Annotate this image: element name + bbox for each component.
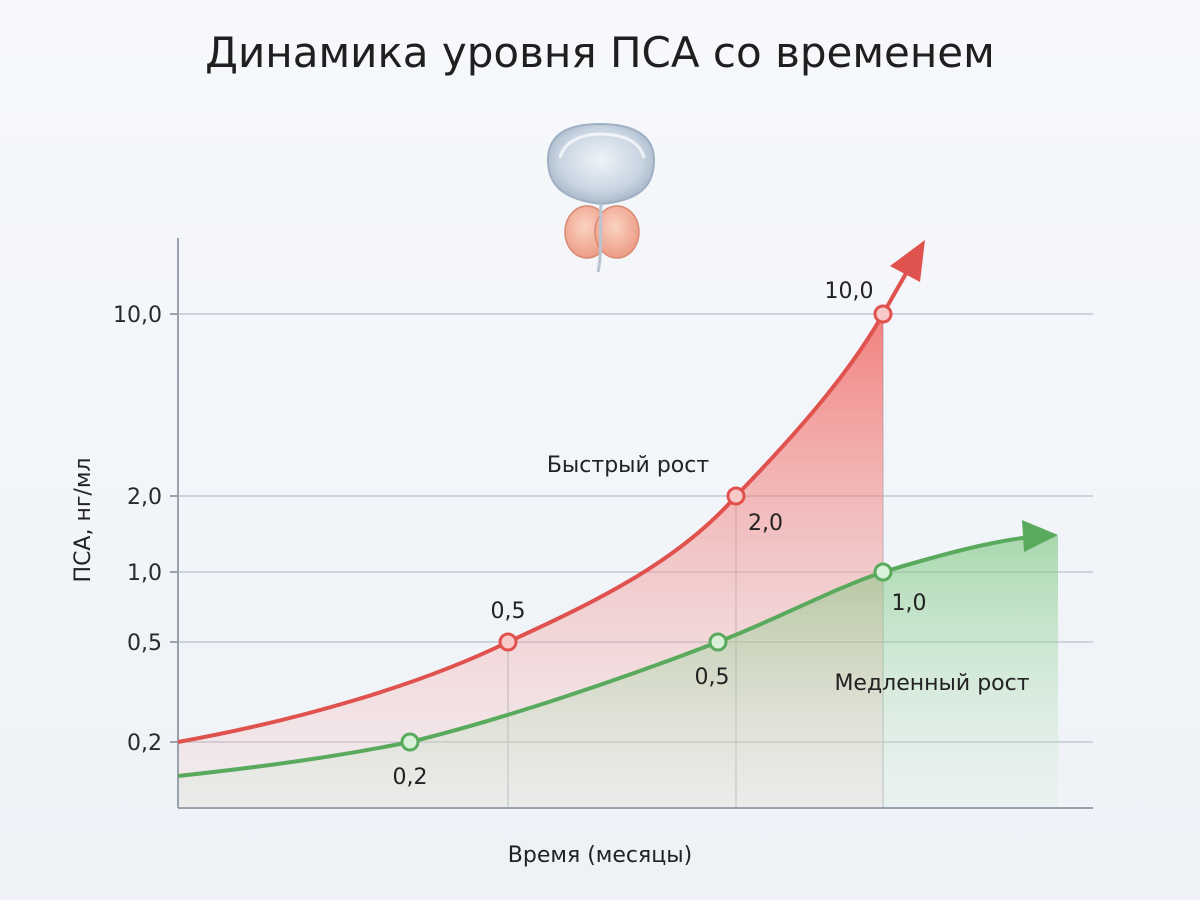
y-tick-labels: 10,0 2,0 1,0 0,5 0,2 (113, 303, 178, 756)
chart-title: Динамика уровня ПСА со временем (205, 28, 995, 77)
data-points (400, 304, 893, 752)
data-label-s1-2: 1,0 (892, 591, 927, 616)
series-name-fast-growth: Быстрый рост (547, 453, 710, 478)
fast-growth-arrow-icon (890, 240, 925, 282)
y-tick-label-2: 1,0 (127, 561, 162, 586)
data-point-s0-2 (873, 304, 893, 324)
prostate-illustration-icon (546, 122, 656, 273)
data-label-s1-1: 0,5 (695, 665, 730, 690)
y-tick-label-3: 0,5 (127, 631, 162, 656)
slow-growth-area (178, 536, 1058, 808)
data-point-s1-1 (708, 632, 728, 652)
data-labels: 0,5 2,0 10,0 0,2 0,5 1,0 (393, 279, 927, 790)
data-point-s0-1 (726, 486, 746, 506)
data-point-s1-0 (400, 732, 420, 752)
slow-growth-arrow-icon (1022, 520, 1058, 552)
x-axis-title: Время (месяцы) (508, 843, 692, 868)
data-point-s0-0 (498, 632, 518, 652)
data-point-s1-2 (873, 562, 893, 582)
data-label-s0-1: 2,0 (748, 511, 783, 536)
y-axis-title: ПСА, нг/мл (71, 458, 96, 583)
data-label-s0-0: 0,5 (491, 599, 526, 624)
y-tick-label-1: 2,0 (127, 485, 162, 510)
y-tick-label-4: 0,2 (127, 731, 162, 756)
data-label-s0-2: 10,0 (825, 279, 874, 304)
series-line-slow-growth (177, 535, 1031, 778)
data-label-s1-0: 0,2 (393, 765, 428, 790)
series-name-slow-growth: Медленный рост (834, 671, 1029, 696)
y-tick-label-0: 10,0 (113, 303, 162, 328)
